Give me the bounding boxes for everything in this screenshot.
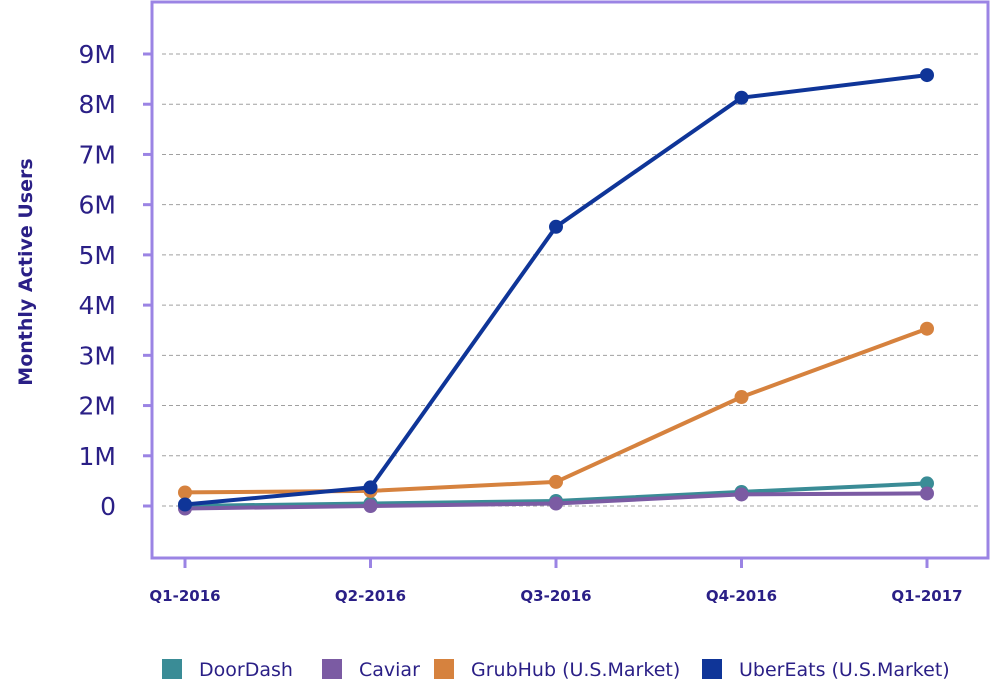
legend-label: Caviar	[359, 659, 420, 681]
legend-label: UberEats (U.S.Market)	[739, 659, 950, 681]
data-point	[549, 219, 563, 234]
y-tick-label: 3M	[79, 341, 116, 370]
x-tick-label: Q3-2016	[520, 587, 591, 605]
y-tick-label: 0	[100, 492, 116, 521]
y-tick-label: 2M	[79, 392, 116, 421]
y-tick-label: 4M	[79, 291, 116, 320]
plot-frame	[150, 0, 990, 560]
data-point	[920, 68, 934, 83]
data-point	[178, 497, 192, 512]
data-point	[734, 90, 749, 105]
data-point	[734, 390, 749, 405]
series-line-ubereats	[183, 73, 929, 507]
x-tick-label: Q1-2016	[149, 587, 220, 605]
legend-label: DoorDash	[199, 659, 293, 681]
y-tick-label: 6M	[79, 191, 116, 220]
y-tick-label: 9M	[79, 40, 116, 69]
data-point	[734, 487, 749, 502]
y-tick-label: 7M	[79, 140, 116, 169]
y-tick-label: 8M	[79, 90, 116, 119]
x-tick-label: Q1-2017	[891, 587, 962, 605]
y-tick-label: 1M	[79, 442, 116, 471]
data-point	[178, 485, 192, 500]
y-tick-label: 5M	[79, 241, 116, 270]
data-point	[363, 499, 378, 513]
data-point	[363, 480, 378, 495]
legend-swatch	[162, 659, 182, 679]
data-point	[920, 321, 934, 336]
data-point	[549, 474, 563, 489]
data-point	[920, 486, 934, 501]
legend-swatch	[322, 659, 342, 679]
data-point	[549, 496, 563, 511]
series-line-grubhub	[183, 326, 929, 495]
legend-label: GrubHub (U.S.Market)	[471, 659, 680, 681]
x-tick-label: Q4-2016	[706, 587, 777, 605]
data-point	[920, 476, 934, 491]
legend-swatch	[702, 659, 722, 679]
x-tick-label: Q2-2016	[335, 587, 406, 605]
y-axis-title: Monthly Active Users	[15, 158, 37, 385]
legend-swatch	[434, 659, 454, 679]
